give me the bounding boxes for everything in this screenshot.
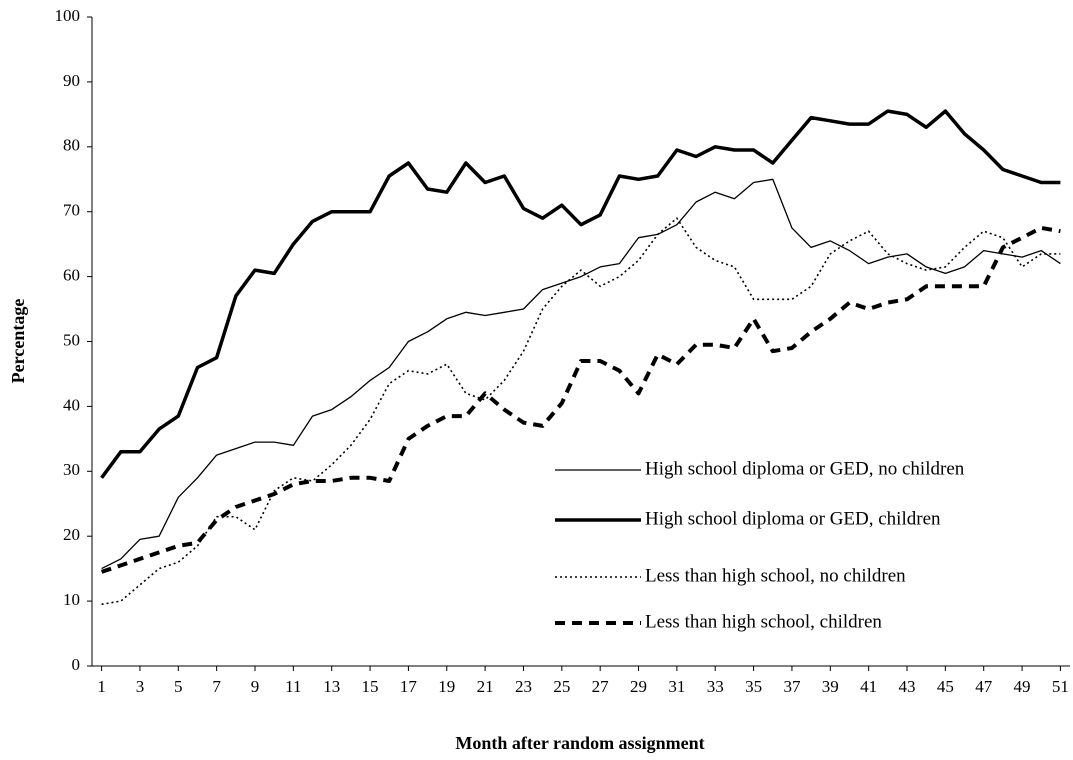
x-axis-title: Month after random assignment	[455, 733, 704, 753]
x-tick-label: 27	[592, 677, 610, 696]
x-tick-label: 29	[630, 677, 647, 696]
x-tick-label: 7	[212, 677, 221, 696]
x-tick-label: 37	[783, 677, 801, 696]
y-tick-label: 100	[55, 6, 81, 25]
x-tick-label: 5	[174, 677, 183, 696]
x-tick-label: 39	[822, 677, 839, 696]
x-tick-label: 11	[285, 677, 301, 696]
x-tick-label: 21	[477, 677, 494, 696]
y-tick-label: 10	[63, 590, 80, 609]
y-tick-label: 70	[63, 201, 80, 220]
y-axis-title: Percentage	[8, 299, 28, 384]
series-line	[101, 217, 1061, 606]
x-tick-label: 15	[362, 677, 379, 696]
legend-text: High school diploma or GED, children	[645, 508, 941, 529]
x-tick-label: 43	[899, 677, 916, 696]
x-tick-label: 33	[707, 677, 724, 696]
x-tick-label: 13	[323, 677, 340, 696]
y-tick-label: 80	[63, 136, 80, 155]
x-tick-label: 47	[975, 677, 993, 696]
x-tick-label: 35	[745, 677, 762, 696]
x-tick-label: 9	[251, 677, 260, 696]
x-tick-label: 1	[97, 677, 106, 696]
x-tick-label: 19	[438, 677, 455, 696]
legend-text: High school diploma or GED, no children	[645, 458, 965, 479]
y-tick-label: 50	[63, 330, 80, 349]
x-tick-label: 51	[1052, 677, 1069, 696]
y-tick-label: 30	[63, 460, 80, 479]
y-tick-label: 0	[72, 655, 81, 674]
x-tick-label: 41	[860, 677, 877, 696]
series-line	[100, 225, 1061, 574]
series-line	[100, 109, 1061, 479]
y-tick-label: 20	[63, 525, 80, 544]
y-tick-label: 60	[63, 266, 80, 285]
x-tick-label: 17	[400, 677, 418, 696]
y-tick-label: 40	[63, 395, 80, 414]
x-tick-label: 23	[515, 677, 532, 696]
legend-text: Less than high school, children	[645, 611, 882, 632]
x-tick-label: 31	[668, 677, 685, 696]
x-tick-label: 3	[136, 677, 145, 696]
x-tick-label: 25	[553, 677, 570, 696]
y-tick-label: 90	[63, 71, 80, 90]
series-line	[101, 178, 1061, 570]
legend-text: Less than high school, no children	[645, 565, 906, 586]
x-tick-label: 49	[1014, 677, 1031, 696]
x-tick-label: 45	[937, 677, 954, 696]
